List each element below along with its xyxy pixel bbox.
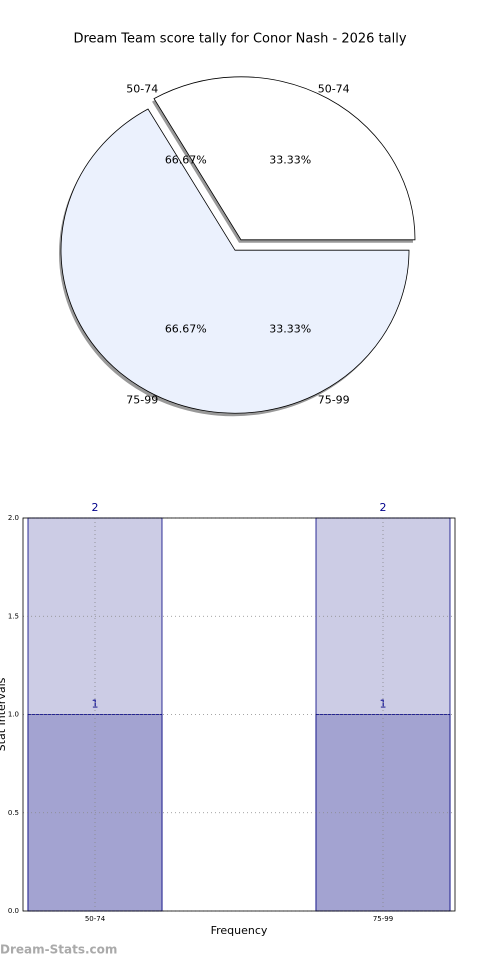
x-tick-label: 75-99 [373, 915, 393, 923]
plot-frame [22, 517, 456, 912]
pie-pct-label: 66.67% [165, 153, 207, 166]
x-axis-label: Frequency [211, 924, 268, 937]
y-tick-label: 1.0 [8, 711, 19, 719]
chart-title: Dream Team score tally for Conor Nash - … [73, 32, 406, 47]
pie-pct-label: 33.33% [269, 323, 311, 336]
data-label: 1 [92, 698, 99, 711]
data-label: 1 [380, 698, 387, 711]
y-tick-label: 1.5 [8, 612, 19, 620]
y-axis-label: Stat Intervals [0, 677, 8, 751]
y-tick-label: 2.0 [8, 514, 19, 522]
pie-label: 50-74 [126, 83, 158, 96]
pie-pct-label: 33.33% [269, 153, 311, 166]
y-tick-label: 0.0 [8, 907, 19, 915]
pie-label: 75-99 [126, 393, 158, 406]
pie-wedge [60, 108, 410, 414]
data-label: 2 [380, 501, 387, 514]
pie-pct-label: 66.67% [165, 323, 207, 336]
watermark: Dream-Stats.com [0, 943, 117, 957]
data-label: 2 [92, 501, 99, 514]
pie-label: 75-99 [318, 393, 350, 406]
pie-label: 50-74 [318, 83, 350, 96]
x-tick-label: 50-74 [85, 915, 106, 923]
pie-wedge [153, 76, 416, 241]
y-tick-label: 0.5 [8, 809, 19, 817]
